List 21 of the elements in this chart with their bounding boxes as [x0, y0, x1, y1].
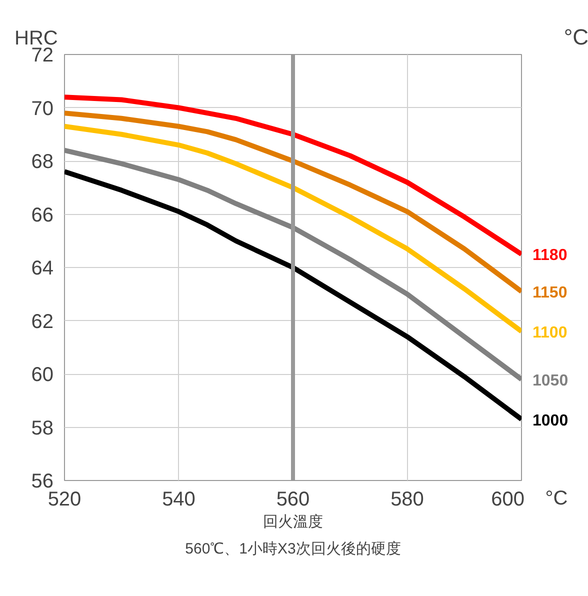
y-tick-label: 58	[31, 417, 54, 440]
series-label: 1000	[532, 412, 568, 430]
series-label: 1180	[532, 247, 568, 264]
text: 560℃、1小時X3次回火後的硬度	[185, 540, 401, 558]
y-tick-label: 70	[31, 98, 54, 120]
x-tick-label: 540	[162, 488, 196, 510]
y-tick-label: 60	[31, 364, 54, 386]
series-label: 1150	[532, 284, 568, 302]
x-tick-label: 600	[491, 488, 525, 510]
series-label: 1050	[532, 372, 568, 390]
legend-title: °C	[564, 24, 588, 50]
y-tick-label: 66	[31, 204, 54, 226]
y-tick-label: 72	[31, 44, 54, 66]
y-tick-label: 68	[31, 151, 54, 173]
y-tick-label: 64	[31, 258, 54, 280]
x-tick-label: 560	[276, 488, 310, 510]
series-label: 1100	[532, 324, 568, 342]
text: °C	[545, 488, 568, 510]
x-tick-label: 580	[390, 488, 424, 510]
x-axis-title: 回火溫度	[263, 514, 323, 530]
y-tick-label: 62	[31, 310, 54, 333]
